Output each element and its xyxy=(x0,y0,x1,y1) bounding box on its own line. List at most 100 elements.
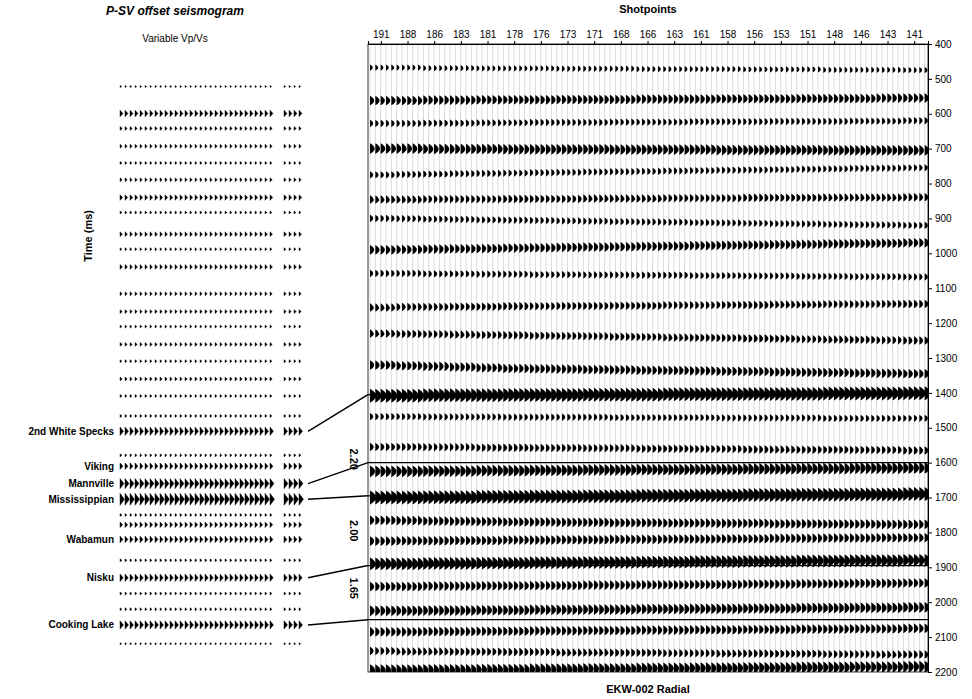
y-tick: 1800 xyxy=(928,527,958,538)
wiggle xyxy=(850,145,876,156)
section-caption: EKW-002 Radial xyxy=(606,683,690,695)
x-tick-mark xyxy=(728,41,729,44)
wiggle xyxy=(877,462,903,474)
y-tick-label: 1800 xyxy=(935,527,958,538)
wiggle xyxy=(637,625,663,635)
trace-line xyxy=(503,44,504,672)
wiggle xyxy=(503,648,528,657)
wiggle xyxy=(503,169,528,176)
trace-line xyxy=(466,44,467,672)
y-tick: 1600 xyxy=(928,457,958,468)
x-tick-mark xyxy=(808,41,809,44)
trace-line xyxy=(775,44,776,672)
x-tick: 146 xyxy=(853,29,870,44)
tie-line xyxy=(308,395,368,432)
wiggle xyxy=(477,490,504,504)
wiggle xyxy=(370,557,397,570)
wiggle xyxy=(663,663,689,672)
wiggle xyxy=(690,194,715,203)
wiggle xyxy=(903,533,928,543)
wiggle xyxy=(583,518,609,528)
wiggle xyxy=(610,444,635,453)
y-tick: 1300 xyxy=(928,353,958,364)
wiggle xyxy=(423,557,450,570)
wiggle xyxy=(477,388,504,402)
y-tick-mark xyxy=(928,218,932,219)
x-tick: 186 xyxy=(426,29,443,44)
wiggle xyxy=(557,581,583,591)
wiggle xyxy=(503,119,528,126)
wiggle xyxy=(717,414,742,421)
wiggle xyxy=(423,244,449,254)
x-tick-mark xyxy=(754,41,755,44)
wiggle xyxy=(850,165,875,172)
x-tick: 158 xyxy=(720,29,737,44)
wiggle xyxy=(877,579,903,589)
wiggle xyxy=(637,464,663,476)
wiggle xyxy=(557,144,583,155)
wiggle xyxy=(690,604,716,615)
trace-line xyxy=(786,44,787,672)
wiggle xyxy=(557,217,582,224)
synthetic-event xyxy=(120,377,301,381)
wiggle xyxy=(877,415,902,422)
trace-line xyxy=(444,44,445,672)
y-tick: 700 xyxy=(928,143,952,154)
x-tick-label: 146 xyxy=(853,29,870,40)
wiggle xyxy=(370,647,395,656)
wiggle xyxy=(903,602,928,613)
synthetic-event xyxy=(120,536,302,543)
trace-line xyxy=(599,44,600,672)
figure: P-SV offset seismogramVariable Vp/VsShot… xyxy=(0,0,972,699)
y-tick-label: 900 xyxy=(935,213,952,224)
wiggle xyxy=(770,579,796,589)
wiggle xyxy=(583,365,609,375)
wiggle xyxy=(903,446,928,455)
wiggle xyxy=(717,167,742,174)
subtitle: Variable Vp/Vs xyxy=(142,33,207,44)
trace-line xyxy=(892,44,893,672)
wiggle xyxy=(583,168,608,175)
wiggle xyxy=(477,195,502,204)
wiggle xyxy=(503,302,528,311)
wiggle xyxy=(717,662,743,672)
synthetic-event xyxy=(120,265,302,270)
wiggle xyxy=(423,413,448,420)
wiggle xyxy=(663,580,689,590)
x-tick-label: 166 xyxy=(640,29,657,40)
x-tick: 178 xyxy=(506,29,523,44)
trace-line xyxy=(519,44,520,672)
x-tick-mark xyxy=(434,41,435,44)
wiggle xyxy=(397,413,422,420)
wiggle xyxy=(637,663,663,672)
wiggle xyxy=(797,273,822,280)
wiggle xyxy=(423,65,447,71)
wiggle xyxy=(557,195,582,204)
trace-line xyxy=(380,44,381,672)
y-tick: 400 xyxy=(928,39,952,50)
trace-line xyxy=(551,44,552,672)
y-tick: 1900 xyxy=(928,562,958,573)
wiggle xyxy=(903,117,928,124)
wiggle xyxy=(503,95,529,105)
x-tick-label: 183 xyxy=(453,29,470,40)
wiggle xyxy=(877,624,903,634)
wiggle xyxy=(583,218,608,225)
wiggle xyxy=(717,241,743,251)
y-tick-mark xyxy=(928,149,932,150)
wiggle xyxy=(557,490,584,504)
x-tick-mark xyxy=(621,41,622,44)
wiggle xyxy=(797,239,823,249)
wiggle xyxy=(850,650,875,659)
x-tick-label: 181 xyxy=(480,29,497,40)
wiggle xyxy=(637,144,663,155)
wiggle xyxy=(610,414,635,421)
y-axis: 4005006007008009001000110012001300140015… xyxy=(928,39,958,678)
y-tick-mark xyxy=(928,567,932,568)
wiggle xyxy=(823,533,849,543)
wiggle xyxy=(637,242,663,252)
horizon-label: Cooking Lake xyxy=(48,619,114,630)
wiggle xyxy=(797,488,824,502)
x-tick-mark xyxy=(674,41,675,44)
x-axis-title: Shotpoints xyxy=(619,3,676,15)
